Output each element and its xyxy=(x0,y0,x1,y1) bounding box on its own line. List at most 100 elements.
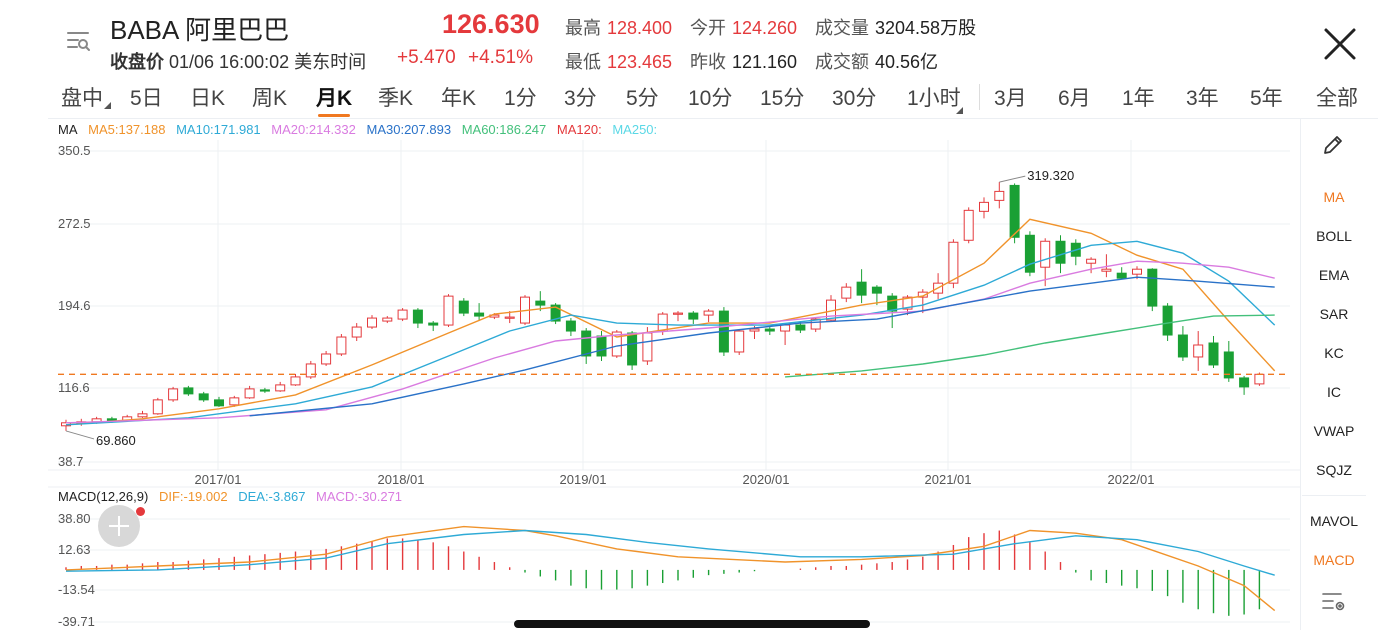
candle-down xyxy=(871,286,882,294)
tab-yearly-k[interactable]: 年K xyxy=(441,87,477,110)
candle-down xyxy=(1147,268,1158,307)
ma-legend: MA MA5:137.188 MA10:171.981 MA20:214.332… xyxy=(58,122,664,137)
macd-value-legend: MACD:-30.271 xyxy=(316,489,403,504)
macd-legend-label: MACD(12,26,9) xyxy=(58,489,149,504)
tab-3month[interactable]: 3月 xyxy=(994,87,1027,110)
tab-3year[interactable]: 3年 xyxy=(1186,87,1219,110)
candle-down xyxy=(795,324,806,331)
stat-low: 最低 123.465 xyxy=(565,48,672,74)
tab-5year[interactable]: 5年 xyxy=(1250,87,1283,110)
ma30-legend: MA30:207.893 xyxy=(366,122,452,137)
stat-value: 3204.58万股 xyxy=(875,18,977,38)
macd-axis-label: 12.63 xyxy=(58,542,91,557)
close-info: 收盘价 01/06 16:00:02 美东时间 xyxy=(110,48,366,74)
indicator-macd[interactable]: MACD xyxy=(1313,552,1355,568)
tab-weekly-k[interactable]: 周K xyxy=(252,87,288,110)
candle-down xyxy=(1208,342,1219,366)
indicator-sqjz[interactable]: SQJZ xyxy=(1316,462,1352,478)
candle-up xyxy=(1040,240,1051,268)
tab-1min[interactable]: 1分 xyxy=(504,87,537,110)
candle-up xyxy=(443,295,454,326)
tab-5day[interactable]: 5日 xyxy=(130,87,163,110)
dea-legend: DEA:-3.867 xyxy=(238,489,306,504)
dropdown-corner-icon xyxy=(956,107,963,114)
indicator-mavol[interactable]: MAVOL xyxy=(1310,513,1358,529)
close-datetime: 01/06 16:00:02 美东时间 xyxy=(169,52,367,72)
time-axis-label: 2021/01 xyxy=(925,472,972,487)
candle-down xyxy=(535,300,546,306)
chart-style-icon[interactable] xyxy=(66,30,92,52)
tab-3min[interactable]: 3分 xyxy=(564,87,597,110)
indicator-ic[interactable]: IC xyxy=(1327,384,1341,400)
tab-10min[interactable]: 10分 xyxy=(688,87,733,110)
indicator-kc[interactable]: KC xyxy=(1324,345,1344,361)
tab-1hour[interactable]: 1小时 xyxy=(907,87,961,110)
tab-monthly-k[interactable]: 月K xyxy=(316,87,353,110)
tab-6month[interactable]: 6月 xyxy=(1058,87,1091,110)
stat-label: 昨收 xyxy=(690,52,726,72)
tab-30min[interactable]: 30分 xyxy=(832,87,877,110)
tab-intraday[interactable]: 盘中 xyxy=(61,87,103,110)
candle-up xyxy=(290,376,301,386)
ma-line-ma20 xyxy=(65,260,1275,424)
stat-value: 121.160 xyxy=(732,52,798,72)
candle-down xyxy=(596,335,607,357)
candle-up xyxy=(703,310,714,316)
candle-down xyxy=(458,300,469,314)
tab-15min[interactable]: 15分 xyxy=(760,87,805,110)
add-indicator-button[interactable] xyxy=(98,505,140,547)
candle-down xyxy=(1223,351,1234,379)
candle-down xyxy=(474,312,485,317)
max-price-label: 319.320 xyxy=(1027,168,1074,183)
tab-5min[interactable]: 5分 xyxy=(626,87,659,110)
indicator-ma[interactable]: MA xyxy=(1323,189,1345,205)
candle-up xyxy=(1254,373,1265,385)
macd-axis-label: -13.54 xyxy=(58,582,95,597)
min-price-label: 69.860 xyxy=(96,433,136,448)
candle-down xyxy=(565,320,576,332)
indicator-vwap[interactable]: VWAP xyxy=(1313,423,1355,439)
stat-value: 128.400 xyxy=(607,18,673,38)
candle-down xyxy=(412,309,423,324)
price-axis-label: 116.6 xyxy=(58,380,90,395)
candle-up xyxy=(229,397,240,406)
candle-up xyxy=(963,209,974,241)
stat-open: 今开 124.260 xyxy=(690,14,797,40)
dropdown-corner-icon xyxy=(104,102,111,109)
ma-legend-label: MA xyxy=(58,122,78,137)
candle-up xyxy=(367,317,377,328)
candle-up xyxy=(657,313,668,332)
indicator-sar[interactable]: SAR xyxy=(1319,306,1349,322)
candle-down xyxy=(688,312,699,320)
candle-up xyxy=(152,399,163,415)
candle-up xyxy=(994,190,1005,201)
candle-down xyxy=(550,304,561,322)
price-axis-label: 194.6 xyxy=(58,298,91,313)
min-annotation-leader xyxy=(65,430,95,440)
candle-up xyxy=(305,363,316,378)
tab-all[interactable]: 全部 xyxy=(1316,87,1358,110)
candle-up xyxy=(734,330,745,353)
tab-daily-k[interactable]: 日K xyxy=(190,87,226,110)
tab-1year[interactable]: 1年 xyxy=(1122,87,1155,110)
candle-down xyxy=(1162,305,1173,336)
stat-value: 124.260 xyxy=(732,18,798,38)
candle-down xyxy=(198,393,209,401)
indicator-settings-icon[interactable] xyxy=(1321,590,1347,614)
candle-down xyxy=(183,387,194,395)
candle-up xyxy=(168,388,179,401)
tab-quarterly-k[interactable]: 季K xyxy=(378,87,414,110)
candle-down xyxy=(1024,234,1035,273)
candle-up xyxy=(611,331,622,357)
active-tab-indicator xyxy=(318,114,350,117)
close-icon[interactable] xyxy=(1322,26,1358,62)
pencil-icon[interactable] xyxy=(1321,133,1345,157)
candle-down xyxy=(1239,377,1250,388)
indicator-ema[interactable]: EMA xyxy=(1318,267,1350,283)
ma250-legend: MA250: xyxy=(612,122,658,137)
time-axis-label: 2020/01 xyxy=(743,472,790,487)
candle-up xyxy=(504,316,515,319)
indicator-boll[interactable]: BOLL xyxy=(1316,228,1352,244)
candle-down xyxy=(1177,334,1188,358)
